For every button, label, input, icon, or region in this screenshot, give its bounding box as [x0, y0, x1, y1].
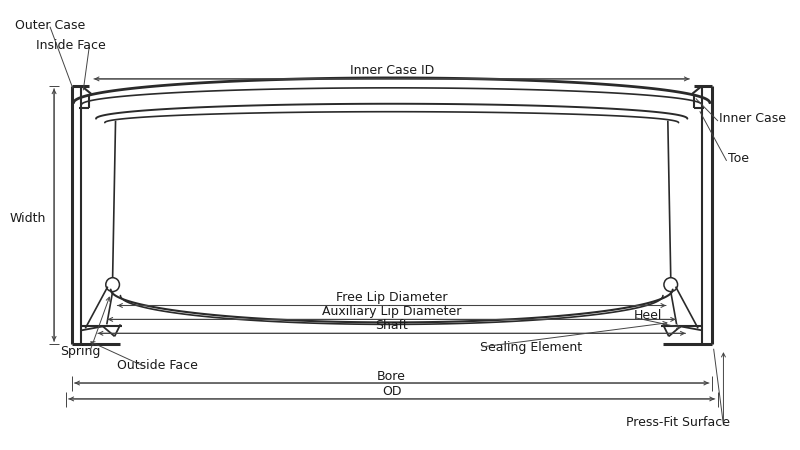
- Text: Outer Case: Outer Case: [15, 19, 86, 32]
- Text: OD: OD: [382, 386, 402, 398]
- Text: Shaft: Shaft: [375, 319, 408, 332]
- Text: Heel: Heel: [634, 309, 662, 322]
- Text: Outside Face: Outside Face: [117, 359, 198, 372]
- Text: Toe: Toe: [728, 152, 750, 165]
- Text: Inner Case ID: Inner Case ID: [350, 64, 434, 77]
- Text: Auxiliary Lip Diameter: Auxiliary Lip Diameter: [322, 305, 462, 318]
- Text: Bore: Bore: [378, 369, 406, 382]
- Text: Free Lip Diameter: Free Lip Diameter: [336, 291, 447, 304]
- Text: Inside Face: Inside Face: [35, 39, 106, 52]
- Text: Spring: Spring: [60, 345, 100, 358]
- Text: Sealing Element: Sealing Element: [479, 341, 582, 354]
- Text: Width: Width: [9, 212, 46, 225]
- Text: Inner Case: Inner Case: [718, 112, 786, 125]
- Text: Press-Fit Surface: Press-Fit Surface: [626, 416, 730, 429]
